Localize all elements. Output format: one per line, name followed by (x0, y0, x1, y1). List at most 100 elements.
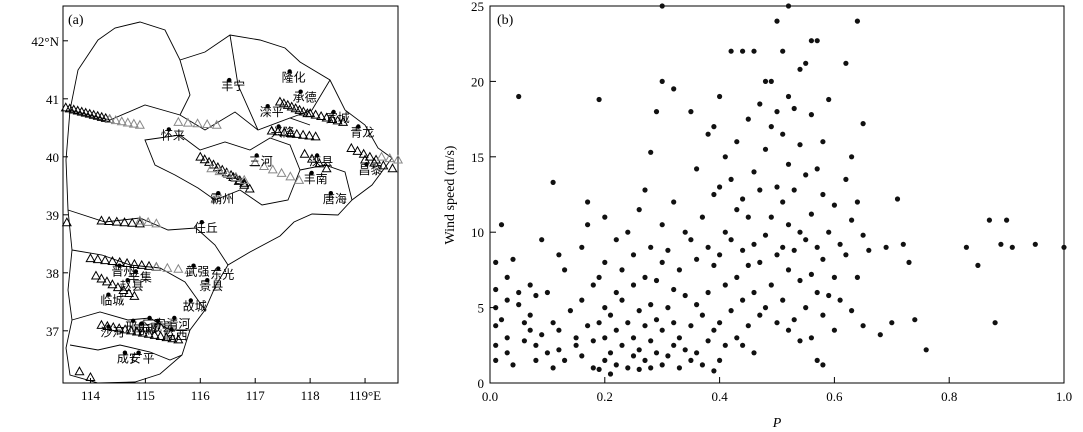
scatter-point (527, 282, 533, 288)
scatter-point (671, 86, 677, 92)
map-y-tick-label: 42°N (31, 34, 59, 49)
scatter-point (814, 357, 820, 363)
station-label: 沙河 (100, 326, 124, 340)
scatter-point (613, 327, 619, 333)
station-triangle-icon (173, 263, 184, 273)
station-label: 隆化 (282, 69, 306, 84)
scatter-point (751, 48, 757, 54)
scatter-point (883, 244, 889, 250)
scatter-point (619, 342, 625, 348)
station-triangle-icon (134, 215, 145, 225)
station-triangle-icon (214, 166, 225, 176)
station-triangle-icon (222, 168, 233, 179)
scatter-point (659, 327, 665, 333)
station-triangle-icon (92, 254, 103, 264)
scatter-point (762, 78, 769, 84)
scatter-point (705, 131, 711, 137)
scatter-point (498, 222, 505, 228)
scatter-point (797, 229, 803, 235)
station-triangle-icon (211, 119, 222, 129)
scatter-point (768, 214, 774, 220)
map-x-tick-label: 118 (301, 388, 320, 403)
station-triangle-icon (61, 217, 72, 227)
station-triangle-icon (230, 171, 242, 181)
station-dot (254, 153, 259, 158)
scatter-point (808, 271, 815, 277)
station-triangle-icon (314, 158, 325, 168)
station-triangle-icon (151, 218, 162, 228)
scatter-point (625, 365, 631, 371)
scatter-point (602, 357, 608, 363)
station-triangle-icon (96, 273, 107, 283)
scatter-point (516, 93, 522, 100)
scatter-point (986, 217, 993, 223)
station-triangle-icon (276, 167, 287, 177)
station-triangle-icon (298, 129, 309, 139)
scatter-point (676, 335, 683, 341)
scatter-point (556, 327, 562, 333)
scatter-y-axis-label: Wind speed (m/s) (443, 145, 458, 244)
scatter-point (791, 317, 797, 323)
scatter-point (694, 166, 700, 172)
station-triangle-icon (274, 96, 285, 106)
scatter-point (860, 232, 866, 238)
station-triangle-icon (225, 169, 237, 179)
scatter-point (820, 191, 826, 198)
station-triangle-icon (294, 174, 305, 184)
scatter-point (780, 131, 786, 137)
station-triangle-icon (279, 127, 290, 137)
scatter-point (648, 338, 654, 344)
scatter-points (493, 3, 1067, 377)
scatter-point (820, 312, 826, 318)
scatter-point (797, 277, 803, 284)
scatter-point (671, 199, 677, 205)
station-triangle-icon (286, 101, 297, 111)
station-triangle-icon (136, 259, 147, 269)
station-triangle-icon (107, 279, 118, 289)
station-label: 丰南 (304, 171, 328, 186)
station-label: 辛集 (128, 270, 152, 285)
scatter-point (808, 38, 815, 44)
station-label: 成安 (117, 351, 141, 366)
station-label: 昌黎 (359, 163, 383, 177)
scatter-point (762, 146, 769, 152)
scatter-point (762, 305, 769, 311)
scatter-panel-label: (b) (497, 13, 514, 28)
scatter-point (745, 116, 751, 122)
scatter-point (527, 327, 533, 333)
station-triangle-icon (128, 118, 139, 128)
scatter-point (694, 350, 700, 356)
scatter-point (734, 274, 740, 280)
station-dot (328, 191, 334, 196)
scatter-point (648, 302, 654, 308)
station-triangle-icon (104, 215, 115, 226)
scatter-point (642, 323, 648, 329)
scatter-point (780, 199, 786, 205)
scatter-point (504, 350, 510, 356)
station-dot (188, 298, 194, 303)
station-triangle-icon (285, 127, 296, 138)
scatter-point (889, 320, 895, 326)
station-dot (117, 263, 122, 268)
station-dot (205, 278, 210, 283)
scatter-point (539, 237, 545, 243)
scatter-point (648, 365, 654, 371)
scatter-point (745, 262, 751, 268)
scatter-point (527, 312, 533, 318)
scatter-point (544, 350, 551, 356)
scatter-point (734, 207, 740, 213)
scatter-point (711, 124, 717, 130)
scatter-point (831, 202, 838, 208)
scatter-point (894, 196, 901, 202)
scatter-point (866, 247, 872, 253)
scatter-point (510, 362, 516, 368)
scatter-point (831, 274, 838, 280)
scatter-point (728, 176, 734, 182)
scatter-point (539, 332, 545, 338)
map-x-tick-label: 114 (81, 388, 101, 403)
station-triangle-icon (364, 151, 375, 161)
scatter-point (653, 317, 660, 323)
scatter-point (751, 350, 757, 356)
scatter-point (780, 48, 786, 54)
station-label: 威县 (150, 320, 174, 334)
